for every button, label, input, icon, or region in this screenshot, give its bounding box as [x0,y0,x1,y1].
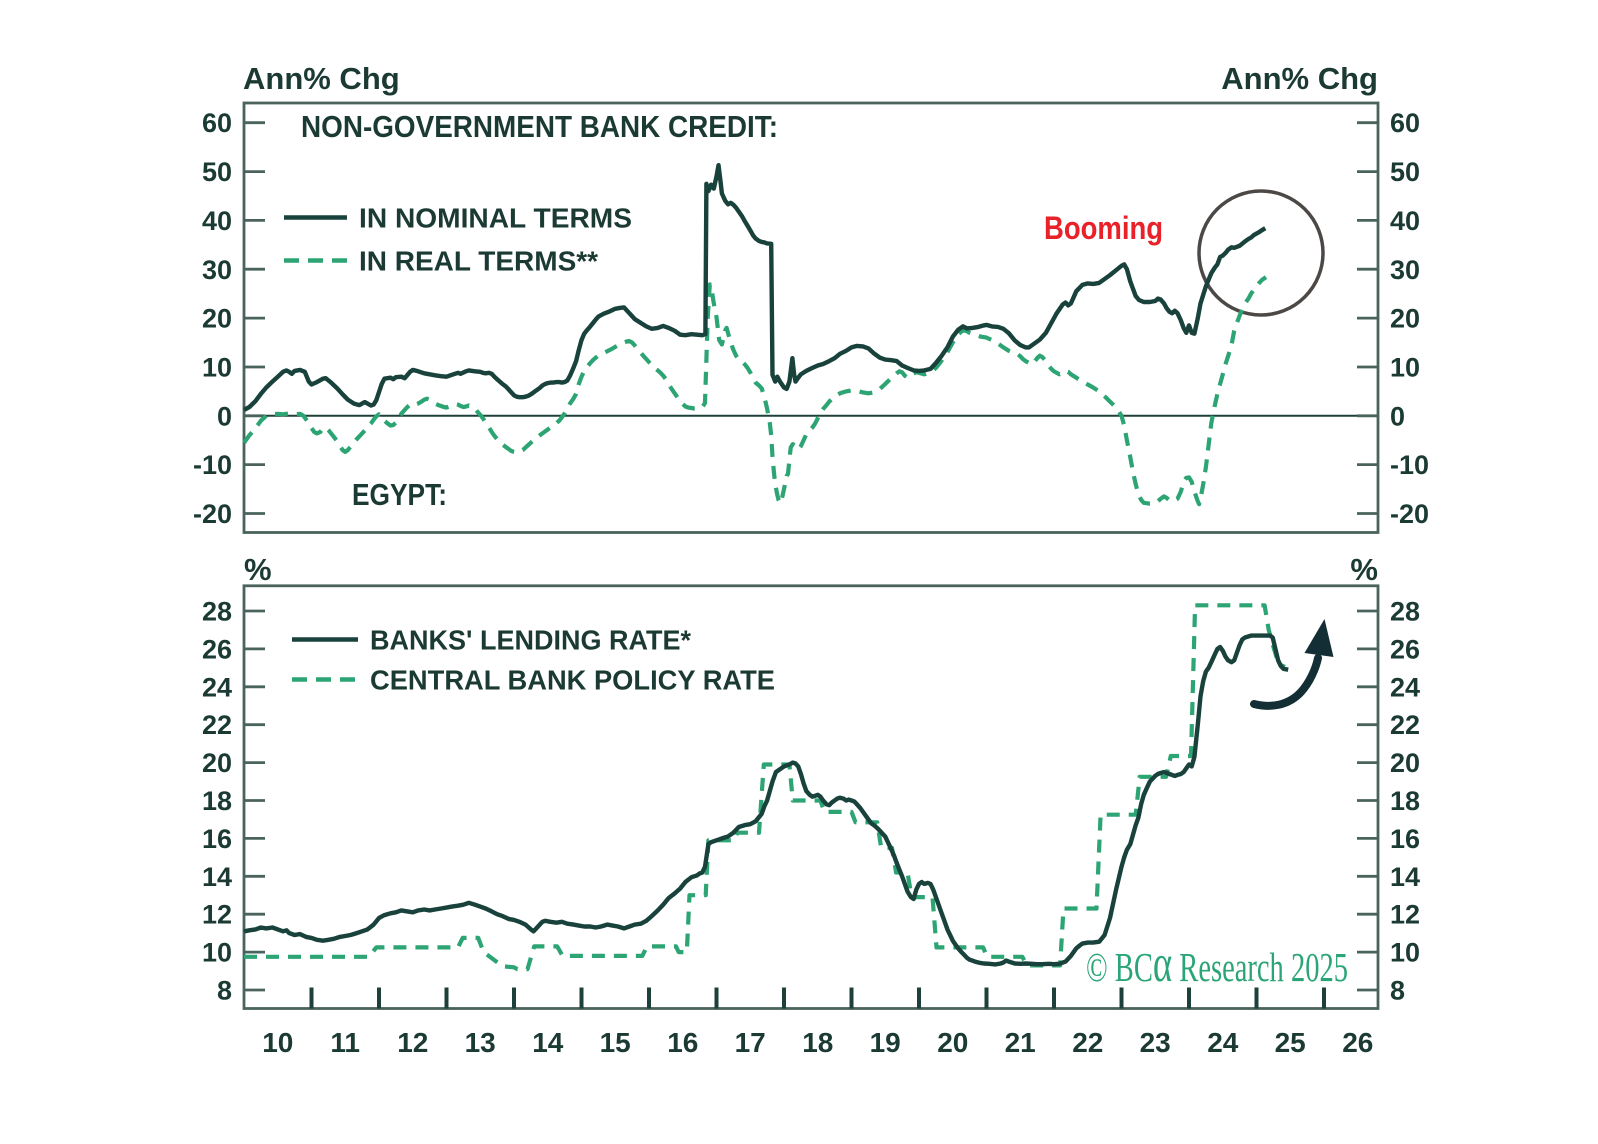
svg-text:10: 10 [202,938,232,968]
svg-text:20: 20 [1390,304,1420,334]
svg-text:0: 0 [1390,401,1405,431]
svg-text:24: 24 [202,672,232,702]
svg-text:-20: -20 [193,499,232,529]
svg-text:BANKS' LENDING RATE*: BANKS' LENDING RATE* [370,625,691,656]
svg-text:21: 21 [1005,1027,1036,1058]
svg-text:14: 14 [202,862,232,892]
svg-text:%: % [244,552,272,587]
svg-text:-10: -10 [193,450,232,480]
svg-text:Ann% Chg: Ann% Chg [1221,61,1378,96]
svg-text:10: 10 [1390,353,1420,383]
svg-text:14: 14 [1390,862,1420,892]
svg-text:30: 30 [1390,255,1420,285]
svg-text:25: 25 [1275,1027,1306,1058]
svg-text:19: 19 [870,1027,901,1058]
svg-text:11: 11 [330,1027,360,1058]
svg-text:28: 28 [202,597,232,627]
svg-text:16: 16 [1390,824,1420,854]
svg-text:20: 20 [202,304,232,334]
svg-text:28: 28 [1390,597,1420,627]
svg-text:10: 10 [202,353,232,383]
svg-text:50: 50 [1390,157,1420,187]
svg-text:26: 26 [1390,634,1420,664]
svg-text:13: 13 [465,1027,496,1058]
svg-text:EGYPT:: EGYPT: [352,477,447,512]
svg-text:50: 50 [202,157,232,187]
svg-text:40: 40 [1390,206,1420,236]
svg-text:40: 40 [202,206,232,236]
svg-text:Booming: Booming [1044,210,1163,246]
svg-text:22: 22 [202,710,232,740]
svg-text:10: 10 [1390,938,1420,968]
svg-text:24: 24 [1207,1027,1239,1058]
svg-text:16: 16 [202,824,232,854]
svg-text:15: 15 [600,1027,631,1058]
svg-text:26: 26 [202,634,232,664]
svg-text:18: 18 [1390,786,1420,816]
svg-text:IN NOMINAL TERMS: IN NOMINAL TERMS [359,203,632,234]
svg-text:22: 22 [1072,1027,1103,1058]
svg-text:Ann% Chg: Ann% Chg [243,61,400,96]
svg-text:20: 20 [1390,748,1420,778]
svg-text:20: 20 [937,1027,968,1058]
svg-text:CENTRAL BANK POLICY RATE: CENTRAL BANK POLICY RATE [370,665,775,696]
svg-text:26: 26 [1342,1027,1373,1058]
svg-text:16: 16 [667,1027,698,1058]
svg-text:18: 18 [802,1027,833,1058]
svg-text:60: 60 [1390,108,1420,138]
svg-text:0: 0 [217,401,232,431]
svg-text:-20: -20 [1390,499,1429,529]
svg-text:%: % [1350,552,1378,587]
svg-text:NON-GOVERNMENT BANK CREDIT:: NON-GOVERNMENT BANK CREDIT: [301,109,778,144]
svg-text:23: 23 [1140,1027,1171,1058]
svg-text:14: 14 [532,1027,564,1058]
svg-text:-10: -10 [1390,450,1429,480]
svg-text:8: 8 [217,976,232,1006]
svg-text:8: 8 [1390,976,1405,1006]
svg-text:10: 10 [262,1027,293,1058]
svg-text:24: 24 [1390,672,1420,702]
svg-text:22: 22 [1390,710,1420,740]
svg-text:IN REAL TERMS**: IN REAL TERMS** [359,246,598,277]
svg-text:© BCα Research 2025: © BCα Research 2025 [1086,935,1348,993]
svg-text:20: 20 [202,748,232,778]
svg-text:12: 12 [397,1027,428,1058]
svg-text:60: 60 [202,108,232,138]
svg-text:12: 12 [1390,900,1420,930]
svg-text:18: 18 [202,786,232,816]
svg-text:17: 17 [735,1027,766,1058]
svg-text:30: 30 [202,255,232,285]
svg-text:12: 12 [202,900,232,930]
